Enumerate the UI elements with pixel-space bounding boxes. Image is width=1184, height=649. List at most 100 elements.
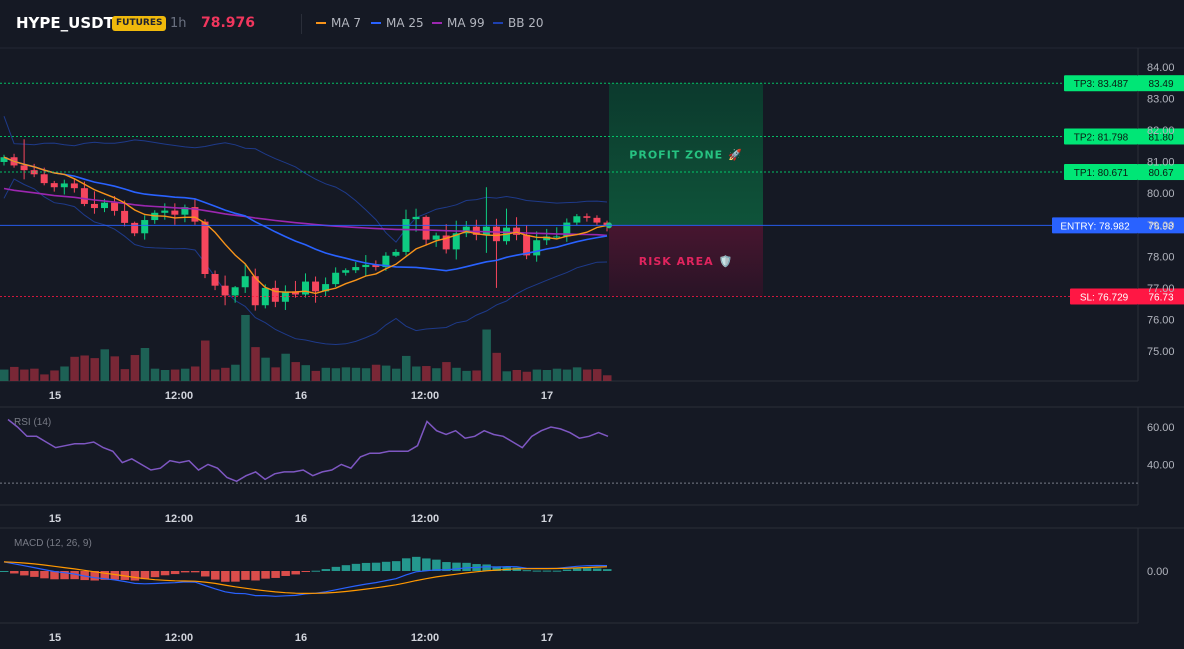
volume-bar [80,355,89,381]
volume-bar [281,353,290,381]
timeframe-label[interactable]: 1h [170,16,187,31]
legend-ma7[interactable]: MA 7 [316,16,361,30]
macd-histogram-bar [251,571,260,581]
candle-body [291,291,299,295]
legend-bb20[interactable]: BB 20 [493,16,544,30]
volume-bar [10,366,19,381]
macd-histogram-bar [582,568,592,571]
macd-histogram-bar [110,571,120,580]
macd-histogram-bar [241,571,250,580]
candle [20,139,28,180]
macd-histogram-bar [140,571,150,580]
candle [291,280,299,298]
candle-body [402,219,410,252]
price-tick-label: 83.00 [1147,94,1175,106]
candle-body [201,221,209,275]
candle-body [141,220,149,234]
volume-bar [20,369,29,381]
candle [271,280,279,308]
volume-bar [442,362,451,381]
legend-ma99[interactable]: MA 99 [432,16,485,30]
symbol-name[interactable]: HYPE_USDT [16,14,114,32]
macd-histogram-bar [60,571,69,580]
macd-histogram-bar [502,566,511,571]
moving-averages [3,156,612,295]
volume-bar [532,369,542,381]
candle [452,220,460,260]
volume-bar [160,370,170,381]
macd-histogram-bar [180,571,190,573]
tp2-label: TP2: 81.798 [1074,132,1129,143]
candle [151,210,159,224]
macd-histogram-bar [321,569,331,571]
candle-body [131,222,139,234]
candle [432,232,440,247]
macd-histogram-bar [351,563,361,571]
macd-histogram-bar [391,561,401,571]
candle [0,154,8,166]
macd-histogram-bar [201,571,210,577]
candle-body [382,255,390,268]
tp3-label: TP3: 83.487 [1074,79,1129,90]
macd-histogram-bar [221,571,230,582]
volume-bar [170,369,180,381]
macd-tick-label: 0.00 [1147,566,1168,578]
rsi-tick-label: 60.00 [1147,422,1175,434]
legend-ma25-swatch [371,22,381,24]
risk-zone-label: RISK AREA 🛡️ [639,255,733,268]
candle-body [101,202,108,209]
legend-bb20-label: BB 20 [508,16,544,30]
volume-bar [271,367,280,381]
candle [251,268,259,311]
tp2-label-bg [1064,128,1138,145]
candle-body [70,183,78,189]
ma25-line [3,156,608,272]
macd-histogram-bar [412,556,421,571]
sl-label-bg [1070,288,1138,305]
candle-body [50,183,58,188]
candle-body [573,216,581,223]
time-tick-label: 16 [295,632,307,644]
candle-body [30,170,38,175]
candle [553,227,561,239]
candle-body [0,157,8,162]
sl-axis-bg [1138,288,1184,305]
volume-bar [331,368,341,381]
time-tick-label: 12:00 [165,632,193,644]
candle [191,199,199,225]
volume-bar [130,355,140,381]
candle-body [362,264,370,268]
macd-histogram-bar [603,569,612,571]
macd-histogram-bar [40,571,49,579]
volume-bar [110,356,120,381]
volume-bar [180,368,190,381]
candle [201,219,209,279]
macd-histogram-bar [90,571,99,581]
candle-body [171,210,179,215]
profit-zone-label: PROFIT ZONE 🚀 [629,148,742,161]
candle [312,276,320,303]
candle-body [221,285,229,296]
macd-histogram-bar [231,571,240,582]
time-tick-label: 12:00 [165,390,193,402]
macd-histogram-bar [492,566,501,571]
legend-ma25[interactable]: MA 25 [371,16,424,30]
time-tick-label: 15 [49,390,61,402]
volume-bar [241,315,250,381]
candle [221,275,229,306]
macd-histogram-bar [10,571,19,574]
entry-label: ENTRY: 78.982 [1060,221,1130,232]
volume-bar [542,370,552,381]
time-tick-label: 12:00 [165,513,193,525]
candle [161,203,169,220]
volume-bar [221,367,230,381]
macd-panel: MACD (12, 26, 9) 0.00 [0,538,1168,597]
tp2-axis-label: 81.80 [1148,132,1173,143]
rsi-label: RSI (14) [14,417,51,428]
volume-bar [211,369,220,381]
volume-bar [70,356,79,381]
macd-histogram-bar [432,559,441,571]
macd-histogram-bar [341,565,351,571]
bb-lower [3,178,608,346]
